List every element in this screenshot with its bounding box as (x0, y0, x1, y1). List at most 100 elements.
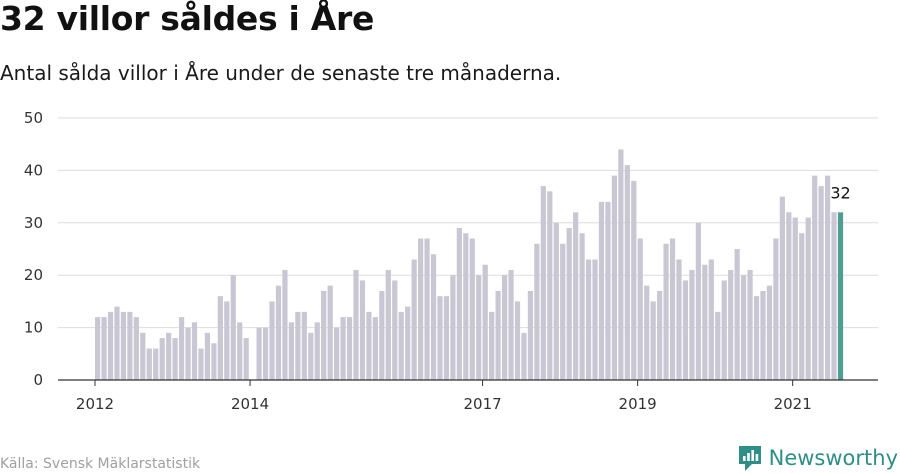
bar (585, 259, 592, 380)
bar (476, 275, 482, 380)
bar (334, 327, 340, 380)
bar (566, 228, 572, 380)
bar (456, 228, 462, 380)
bar (127, 311, 133, 380)
source-note: Källa: Svensk Mäklarstatistik (0, 456, 201, 472)
bar (418, 238, 424, 380)
y-tick-label: 0 (33, 371, 43, 389)
bar (140, 332, 146, 380)
bar (521, 332, 527, 380)
bars (95, 149, 844, 380)
bar (514, 301, 521, 380)
bar (450, 275, 456, 380)
bar (211, 343, 217, 380)
bar (385, 269, 391, 380)
bar (689, 269, 695, 380)
bar (256, 327, 262, 380)
bar (501, 275, 508, 380)
y-tick-label: 30 (24, 214, 43, 232)
bar (198, 348, 204, 380)
bar (166, 332, 172, 380)
chart-subtitle: Antal sålda villor i Åre under de senast… (0, 61, 562, 85)
bar (379, 290, 385, 380)
bar (327, 285, 333, 380)
bar (650, 301, 656, 380)
bar (624, 165, 630, 380)
bar (579, 233, 585, 380)
bar (346, 317, 353, 380)
bar (831, 212, 837, 380)
bar (469, 238, 475, 380)
brand-logo[interactable]: Newsworthy (737, 444, 898, 472)
bar (217, 296, 223, 380)
y-axis-ticks: 0 10 20 30 40 50 (24, 109, 43, 389)
bar (598, 201, 605, 380)
bar (792, 217, 798, 380)
y-tick-label: 20 (24, 266, 43, 284)
bar (359, 280, 366, 380)
y-tick-label: 50 (24, 109, 43, 127)
bar (314, 322, 320, 380)
bar (237, 322, 243, 380)
bar (340, 317, 346, 380)
bar (405, 306, 411, 380)
bar (611, 175, 617, 380)
bar (812, 175, 818, 380)
bar (185, 327, 191, 380)
bar (482, 264, 488, 380)
bar (95, 317, 101, 380)
bar (495, 290, 501, 380)
x-axis: 2012 2014 2017 2019 2021 (58, 379, 878, 413)
bar (437, 296, 443, 380)
bar (120, 311, 127, 380)
bar (573, 212, 579, 380)
bar (631, 180, 637, 380)
bar (243, 338, 249, 380)
brand-name: Newsworthy (768, 446, 898, 470)
bar (269, 301, 275, 380)
bar (398, 311, 404, 380)
bar (760, 290, 766, 380)
bar (159, 338, 165, 380)
bar (275, 285, 282, 380)
x-tick-label: 2021 (774, 395, 812, 413)
bar (786, 212, 792, 380)
bar (301, 311, 307, 380)
bar (805, 217, 811, 380)
bar (443, 296, 450, 380)
bar (224, 301, 230, 380)
annotations: 32 (830, 183, 850, 202)
bar (753, 296, 760, 380)
bar (107, 311, 114, 380)
newsworthy-logo-icon (738, 446, 761, 471)
bar (178, 317, 185, 380)
bar (153, 348, 159, 380)
bar (837, 212, 844, 380)
bar (766, 285, 773, 380)
bar (682, 280, 689, 380)
bar (321, 290, 327, 380)
bar (230, 275, 236, 380)
bar (592, 259, 598, 380)
bar (295, 311, 301, 380)
bar (637, 238, 643, 380)
bar (172, 338, 178, 380)
bar (708, 259, 714, 380)
bar (392, 280, 398, 380)
bar (288, 322, 294, 380)
bar (553, 222, 559, 380)
bar (411, 259, 417, 380)
x-tick-label: 2019 (619, 395, 657, 413)
bar (424, 238, 430, 380)
x-tick-label: 2014 (231, 395, 269, 413)
bar (824, 175, 831, 380)
x-tick-label: 2012 (76, 395, 114, 413)
bar (734, 249, 740, 380)
bar (799, 233, 805, 380)
bar (534, 243, 540, 380)
y-tick-label: 10 (24, 319, 43, 337)
x-tick-label: 2017 (464, 395, 502, 413)
bar (353, 269, 359, 380)
bar (262, 327, 269, 380)
bar (779, 196, 785, 380)
